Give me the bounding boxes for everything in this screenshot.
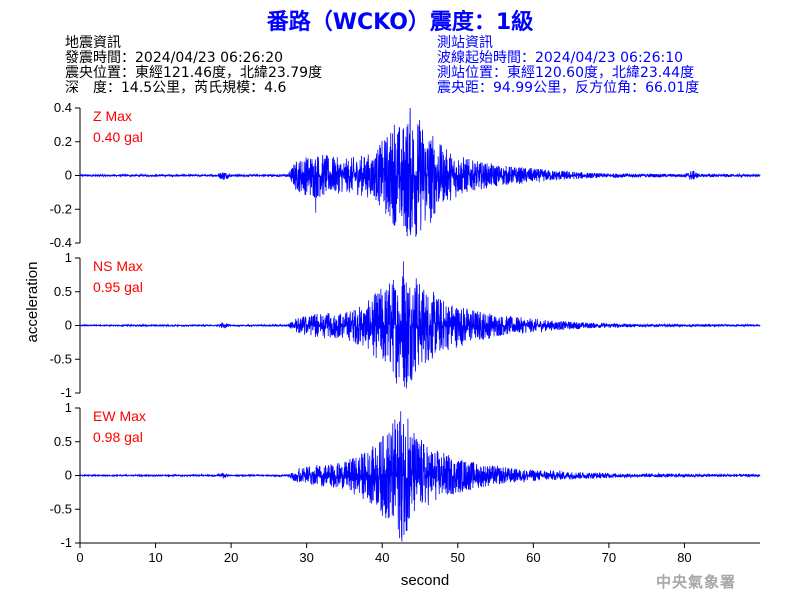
- ns-max-value: 0.95 gal: [93, 279, 143, 295]
- z-y-tick-label: 0.4: [54, 100, 72, 115]
- ns-y-tick-label: 0: [65, 318, 72, 333]
- ew-y-tick-label: 0.5: [54, 434, 72, 449]
- earthquake-info: 地震資訊 發震時間：2024/04/23 06:26:20 震央位置：東經121…: [65, 36, 322, 96]
- ew-y-tick-label: -0.5: [50, 501, 72, 516]
- ew-y-tick-label: -1: [60, 535, 72, 550]
- ns-y-tick-label: -1: [60, 385, 72, 400]
- z-y-tick-label: -0.4: [50, 235, 72, 250]
- x-tick-label: 20: [224, 550, 238, 565]
- x-tick-label: 60: [526, 550, 540, 565]
- wave-start-time: 波線起始時間：2024/04/23 06:26:10: [437, 50, 684, 66]
- origin-time: 發震時間：2024/04/23 06:26:20: [65, 50, 284, 66]
- station-info-heading: 測站資訊: [437, 35, 493, 51]
- z-max-label: Z Max: [93, 108, 132, 124]
- x-tick-label: 50: [451, 550, 465, 565]
- ns-y-tick-label: 1: [65, 250, 72, 265]
- x-tick-label: 40: [375, 550, 389, 565]
- epicentral-distance: 震央距：94.99公里，反方位角：66.01度: [437, 80, 700, 96]
- z-y-tick-label: 0: [65, 168, 72, 183]
- station-location: 測站位置：東經120.60度，北緯23.44度: [437, 65, 695, 81]
- ns-y-tick-label: -0.5: [50, 351, 72, 366]
- ew-max-value: 0.98 gal: [93, 429, 143, 445]
- earthquake-info-heading: 地震資訊: [65, 35, 121, 51]
- y-axis-label: acceleration: [24, 262, 41, 343]
- x-tick-label: 10: [148, 550, 162, 565]
- ns-y-tick-label: 0.5: [54, 284, 72, 299]
- z-y-tick-label: -0.2: [50, 201, 72, 216]
- x-tick-label: 80: [677, 550, 691, 565]
- chart-title: 番路（WCKO）震度：1級: [266, 10, 534, 35]
- x-axis-label: second: [401, 572, 449, 589]
- z-y-tick-label: 0.2: [54, 134, 72, 149]
- epicenter-location: 震央位置：東經121.46度，北緯23.79度: [65, 65, 323, 81]
- z-max-value: 0.40 gal: [93, 129, 143, 145]
- ew-y-tick-label: 0: [65, 468, 72, 483]
- ns-trace: [79, 261, 761, 389]
- ew-max-label: EW Max: [93, 408, 146, 424]
- x-tick-label: 30: [299, 550, 313, 565]
- ew-y-tick-label: 1: [65, 400, 72, 415]
- station-info: 測站資訊 波線起始時間：2024/04/23 06:26:10 測站位置：東經1…: [437, 36, 699, 96]
- credit-label: 中央氣象署: [656, 573, 737, 591]
- depth-magnitude: 深 度：14.5公里，芮氏規模：4.6: [65, 80, 287, 96]
- ns-max-label: NS Max: [93, 258, 143, 274]
- x-tick-label: 0: [76, 550, 83, 565]
- ew-trace: [79, 411, 761, 542]
- x-tick-label: 70: [602, 550, 616, 565]
- z-trace: [79, 107, 761, 237]
